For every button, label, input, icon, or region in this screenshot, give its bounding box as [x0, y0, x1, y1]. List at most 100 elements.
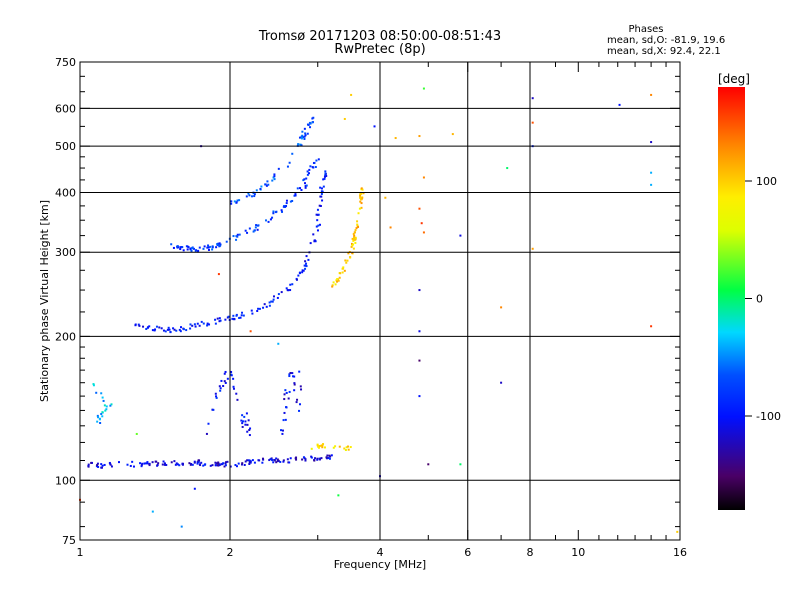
data-point [249, 427, 252, 430]
data-point [303, 135, 306, 138]
data-point [283, 398, 286, 401]
data-point [352, 247, 355, 250]
data-point [298, 136, 301, 139]
colorbar-tick-label: 100 [756, 175, 777, 188]
data-point [353, 231, 356, 234]
data-point [251, 312, 254, 315]
data-point [339, 272, 342, 275]
data-point [318, 204, 321, 207]
data-point [281, 432, 284, 435]
data-point [203, 463, 206, 466]
data-point [361, 197, 364, 200]
data-point [276, 460, 279, 463]
data-point [285, 287, 288, 290]
data-point [307, 172, 310, 175]
data-point [309, 126, 312, 129]
data-point [214, 318, 217, 321]
data-point [148, 325, 151, 328]
data-point [214, 322, 217, 325]
data-point [188, 462, 191, 465]
data-point [189, 463, 192, 466]
x-tick-label: 6 [464, 546, 471, 559]
data-point [179, 248, 182, 251]
data-point [96, 463, 99, 466]
x-tick-label: 8 [527, 546, 534, 559]
data-point [304, 134, 307, 137]
data-point [224, 381, 227, 384]
data-point [249, 460, 252, 463]
chart-title: Tromsø 20171203 08:50:00-08:51:43 [258, 29, 501, 44]
data-point [205, 432, 208, 435]
data-point [284, 205, 287, 208]
data-point [359, 200, 362, 203]
data-point [200, 320, 203, 323]
data-point [301, 269, 304, 272]
data-point [315, 159, 318, 162]
data-point [248, 459, 251, 462]
data-point [161, 463, 164, 466]
data-point [214, 464, 217, 467]
data-point [209, 245, 212, 248]
data-point [178, 328, 181, 331]
grid-lines [80, 62, 680, 540]
data-point [240, 463, 243, 466]
data-point [96, 414, 99, 417]
data-point [277, 293, 280, 296]
data-point [245, 195, 248, 198]
data-point [284, 418, 287, 421]
data-point [179, 330, 182, 333]
data-point [420, 222, 423, 225]
data-point [231, 317, 234, 320]
data-point [256, 228, 259, 231]
data-point [289, 200, 292, 203]
data-point [173, 460, 176, 463]
data-point [422, 176, 425, 179]
data-point [110, 403, 113, 406]
colorbar-label: [deg] [718, 72, 750, 86]
x-tick-label: 10 [571, 546, 585, 559]
data-point [202, 322, 205, 325]
data-point [357, 212, 360, 215]
data-point [389, 226, 392, 229]
data-point [300, 135, 303, 138]
data-point [244, 423, 247, 426]
info-heading: Phases [628, 24, 663, 35]
data-point [193, 487, 196, 490]
data-point [384, 196, 387, 199]
data-point [180, 525, 183, 528]
data-point [302, 456, 305, 459]
data-point [151, 461, 154, 464]
data-point [304, 267, 307, 270]
data-point [285, 406, 288, 409]
data-point [335, 279, 338, 282]
data-point [268, 304, 271, 307]
data-point [233, 200, 236, 203]
data-point [531, 97, 534, 100]
data-point [300, 388, 303, 391]
data-point [158, 326, 161, 329]
y-tick-label: 500 [55, 140, 76, 153]
data-point [418, 289, 421, 292]
data-point [266, 180, 269, 183]
data-point [336, 280, 339, 283]
data-point [303, 264, 306, 267]
data-point [298, 409, 301, 412]
data-point [246, 459, 249, 462]
data-point [394, 137, 397, 140]
data-point [108, 461, 111, 464]
data-point [305, 262, 308, 265]
data-point [310, 455, 313, 458]
data-point [302, 179, 305, 182]
data-point [182, 328, 185, 331]
data-point [327, 457, 330, 460]
data-point [146, 462, 149, 465]
data-point [101, 396, 104, 399]
data-point [343, 447, 346, 450]
data-point [218, 242, 221, 245]
data-point [233, 318, 236, 321]
data-point [253, 195, 256, 198]
data-point [272, 210, 275, 213]
data-point [316, 458, 319, 461]
data-point [243, 415, 246, 418]
